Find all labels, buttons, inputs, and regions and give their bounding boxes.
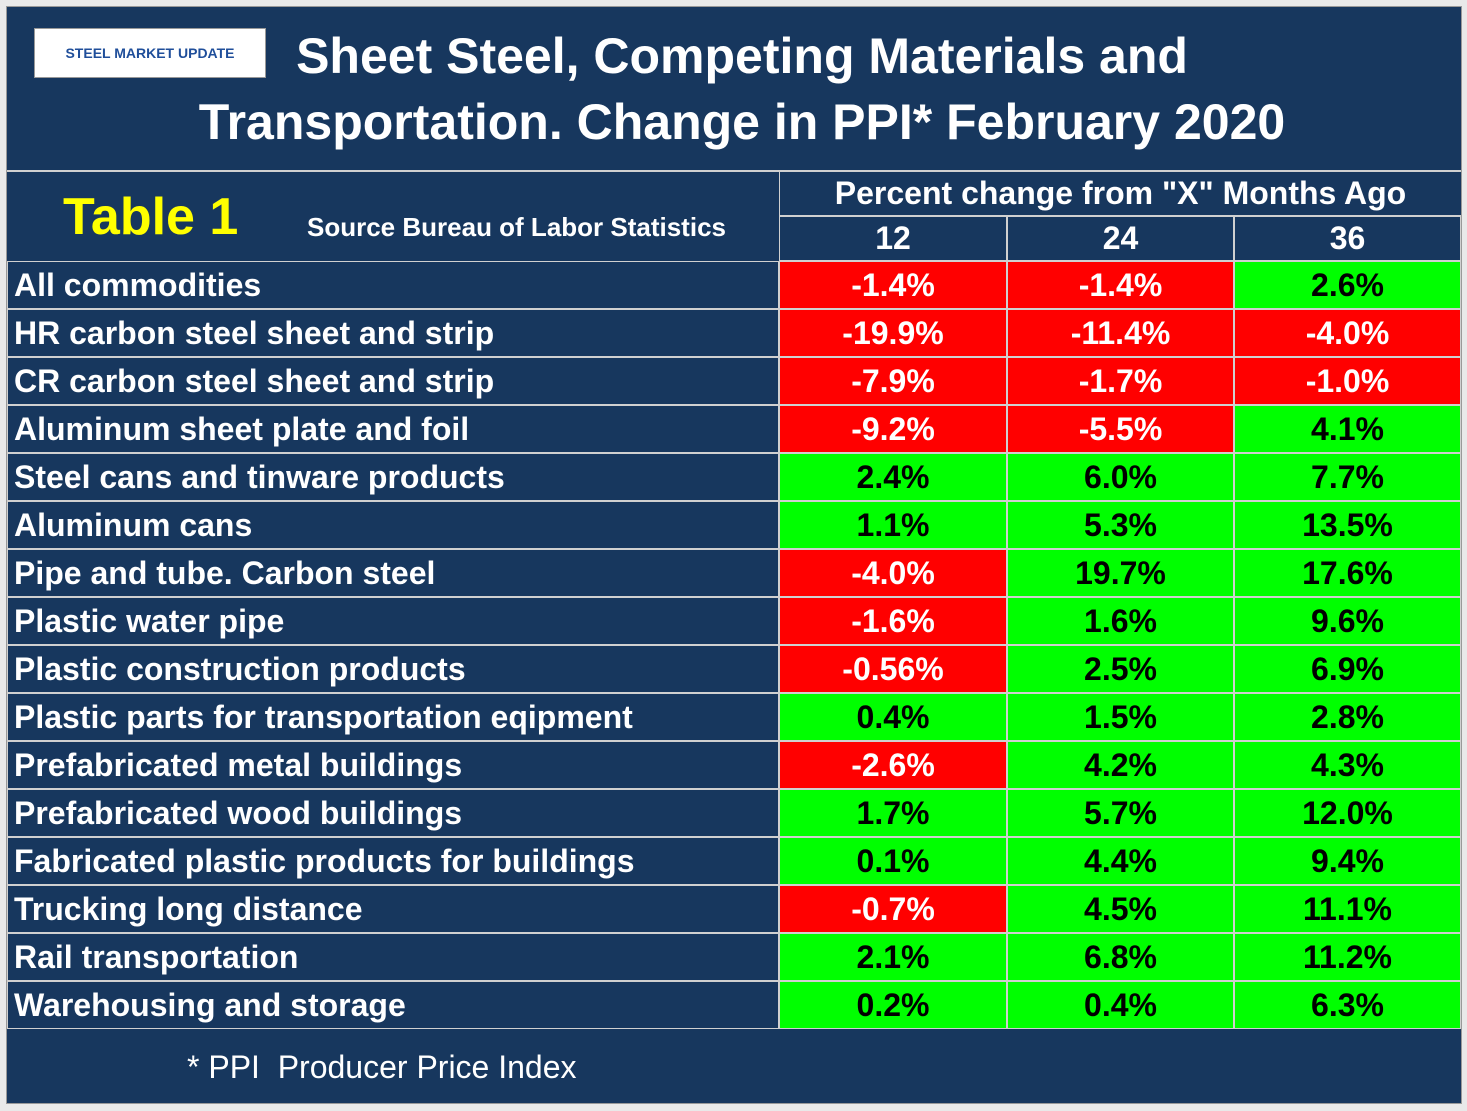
value-cell: 1.6% bbox=[1007, 597, 1234, 645]
group-header: Percent change from "X" Months Ago bbox=[779, 172, 1461, 216]
value-cell: -4.0% bbox=[1234, 309, 1461, 357]
value-cell: -19.9% bbox=[779, 309, 1007, 357]
row-label: Plastic construction products bbox=[7, 645, 779, 693]
row-label: Steel cans and tinware products bbox=[7, 453, 779, 501]
value-cell: 1.1% bbox=[779, 501, 1007, 549]
row-label: All commodities bbox=[7, 261, 779, 309]
value-cell: 4.3% bbox=[1234, 741, 1461, 789]
row-label: HR carbon steel sheet and strip bbox=[7, 309, 779, 357]
row-label: Trucking long distance bbox=[7, 885, 779, 933]
title-line: Sheet Steel, Competing Materials and bbox=[296, 28, 1188, 84]
value-cell: 5.7% bbox=[1007, 789, 1234, 837]
header-band bbox=[7, 170, 1461, 261]
value-cell: 13.5% bbox=[1234, 501, 1461, 549]
value-cell: 0.4% bbox=[779, 693, 1007, 741]
value-cell: 1.7% bbox=[779, 789, 1007, 837]
value-cell: 4.5% bbox=[1007, 885, 1234, 933]
value-cell: 0.2% bbox=[779, 981, 1007, 1029]
value-cell: 11.1% bbox=[1234, 885, 1461, 933]
frame: STEEL MARKET UPDATE Sheet Steel, Competi… bbox=[6, 6, 1462, 1104]
footnote: * PPI Producer Price Index bbox=[187, 1049, 577, 1085]
value-cell: 6.3% bbox=[1234, 981, 1461, 1029]
value-cell: 5.3% bbox=[1007, 501, 1234, 549]
source: Source Bureau of Labor Statistics bbox=[307, 212, 726, 242]
logo: STEEL MARKET UPDATE bbox=[34, 28, 266, 78]
value-cell: 6.8% bbox=[1007, 933, 1234, 981]
value-cell: 2.6% bbox=[1234, 261, 1461, 309]
value-cell: 19.7% bbox=[1007, 549, 1234, 597]
row-label: Plastic parts for transportation eqipmen… bbox=[7, 693, 779, 741]
value-cell: 9.4% bbox=[1234, 837, 1461, 885]
value-cell: 2.5% bbox=[1007, 645, 1234, 693]
value-cell: 12.0% bbox=[1234, 789, 1461, 837]
value-cell: 4.4% bbox=[1007, 837, 1234, 885]
value-cell: 0.4% bbox=[1007, 981, 1234, 1029]
value-cell: -2.6% bbox=[779, 741, 1007, 789]
row-label: Plastic water pipe bbox=[7, 597, 779, 645]
column-header: 12 bbox=[779, 216, 1007, 261]
value-cell: 2.4% bbox=[779, 453, 1007, 501]
value-cell: -7.9% bbox=[779, 357, 1007, 405]
row-label: Rail transportation bbox=[7, 933, 779, 981]
value-cell: 9.6% bbox=[1234, 597, 1461, 645]
value-cell: -1.4% bbox=[1007, 261, 1234, 309]
value-cell: 1.5% bbox=[1007, 693, 1234, 741]
value-cell: 6.9% bbox=[1234, 645, 1461, 693]
row-label: CR carbon steel sheet and strip bbox=[7, 357, 779, 405]
value-cell: -0.7% bbox=[779, 885, 1007, 933]
value-cell: -1.6% bbox=[779, 597, 1007, 645]
value-cell: -1.0% bbox=[1234, 357, 1461, 405]
column-header: 24 bbox=[1007, 216, 1234, 261]
row-label: Aluminum cans bbox=[7, 501, 779, 549]
value-cell: -5.5% bbox=[1007, 405, 1234, 453]
value-cell: 2.8% bbox=[1234, 693, 1461, 741]
value-cell: 2.1% bbox=[779, 933, 1007, 981]
value-cell: -1.4% bbox=[779, 261, 1007, 309]
value-cell: 0.1% bbox=[779, 837, 1007, 885]
value-cell: -11.4% bbox=[1007, 309, 1234, 357]
value-cell: 7.7% bbox=[1234, 453, 1461, 501]
value-cell: -1.7% bbox=[1007, 357, 1234, 405]
value-cell: 6.0% bbox=[1007, 453, 1234, 501]
row-label: Warehousing and storage bbox=[7, 981, 779, 1029]
value-cell: 11.2% bbox=[1234, 933, 1461, 981]
value-cell: -0.56% bbox=[779, 645, 1007, 693]
value-cell: 4.2% bbox=[1007, 741, 1234, 789]
value-cell: 17.6% bbox=[1234, 549, 1461, 597]
row-label: Aluminum sheet plate and foil bbox=[7, 405, 779, 453]
row-label: Prefabricated wood buildings bbox=[7, 789, 779, 837]
row-label: Fabricated plastic products for building… bbox=[7, 837, 779, 885]
value-cell: 4.1% bbox=[1234, 405, 1461, 453]
row-label: Pipe and tube. Carbon steel bbox=[7, 549, 779, 597]
title-line: Transportation. Change in PPI* February … bbox=[198, 94, 1286, 150]
value-cell: -9.2% bbox=[779, 405, 1007, 453]
row-label: Prefabricated metal buildings bbox=[7, 741, 779, 789]
value-cell: -4.0% bbox=[779, 549, 1007, 597]
column-header: 36 bbox=[1234, 216, 1461, 261]
table-name: Table 1 bbox=[63, 188, 239, 246]
